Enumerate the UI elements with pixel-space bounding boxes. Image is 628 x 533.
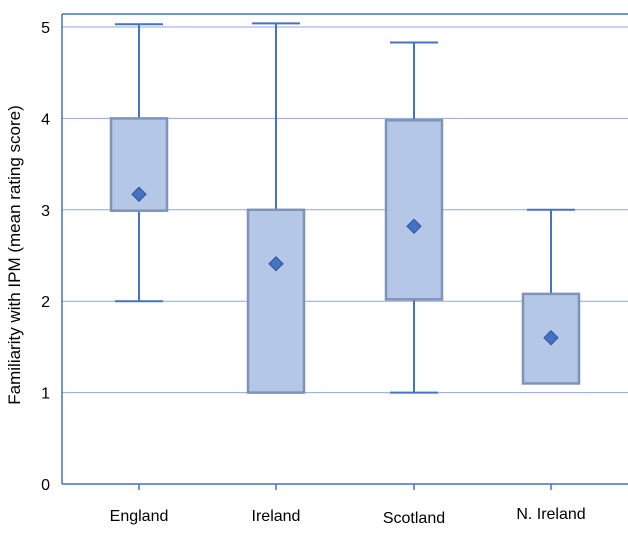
mean-marker [131, 186, 147, 202]
box-group-0 [109, 23, 169, 303]
y-tick-labels: 0 1 2 3 4 5 [41, 20, 50, 494]
y-tick-label-5: 5 [41, 20, 50, 37]
x-tick-label-3: N. Ireland [516, 506, 585, 523]
y-tick-label-3: 3 [41, 203, 50, 220]
mean-marker [406, 218, 422, 234]
box-group-2 [384, 41, 444, 394]
y-axis-label: Familiarity with IPM (mean rating score) [5, 105, 24, 404]
y-tick-label-0: 0 [41, 477, 50, 494]
box-group-3 [521, 208, 581, 385]
x-tick-label-1: Ireland [252, 508, 301, 525]
y-tick-label-4: 4 [41, 111, 50, 128]
iqr-box [384, 118, 444, 301]
y-tick-label-1: 1 [41, 386, 50, 403]
y-tick-label-2: 2 [41, 294, 50, 311]
box-series [109, 22, 581, 394]
x-tick-labels: England Ireland Scotland N. Ireland [110, 484, 586, 527]
iqr-box [246, 208, 306, 394]
x-tick-label-2: Scotland [383, 510, 445, 527]
x-tick-label-0: England [110, 508, 169, 525]
box-group-1 [246, 22, 306, 394]
mean-marker [268, 256, 284, 272]
mean-marker [543, 330, 559, 346]
